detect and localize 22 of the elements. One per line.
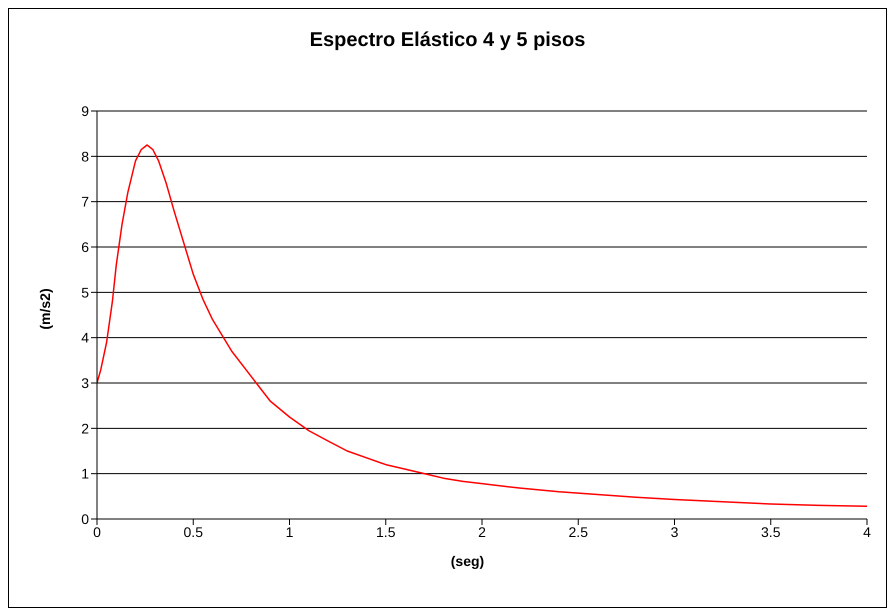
y-tick-label: 3	[81, 374, 90, 391]
x-tick-label: 2.5	[568, 524, 588, 540]
x-tick-label: 4	[863, 524, 872, 540]
x-tick-label: 0	[93, 524, 102, 540]
y-tick-label: 2	[81, 420, 90, 436]
y-tick-label: 4	[81, 330, 90, 346]
chart-title: Espectro Elástico 4 y 5 pisos	[308, 29, 586, 52]
y-tick-label: 5	[81, 284, 90, 300]
x-tick-label: 3	[670, 524, 679, 540]
y-tick-label: 0	[81, 510, 90, 527]
y-tick-label: 9	[81, 102, 90, 119]
y-tick-label: 6	[81, 238, 90, 255]
y-tick-label: 8	[81, 148, 90, 164]
y-axis-title: (m/s2)	[37, 288, 53, 330]
x-axis-title: (seg)	[450, 553, 486, 569]
x-tick-label: 2	[478, 524, 486, 540]
y-tick-label: 1	[81, 466, 90, 482]
x-tick-label: 1	[286, 524, 294, 540]
x-tick-label: 3.5	[761, 524, 781, 540]
x-tick-label: 0.5	[184, 524, 204, 540]
y-tick-label: 7	[81, 194, 90, 210]
x-tick-label: 1.5	[376, 524, 396, 540]
